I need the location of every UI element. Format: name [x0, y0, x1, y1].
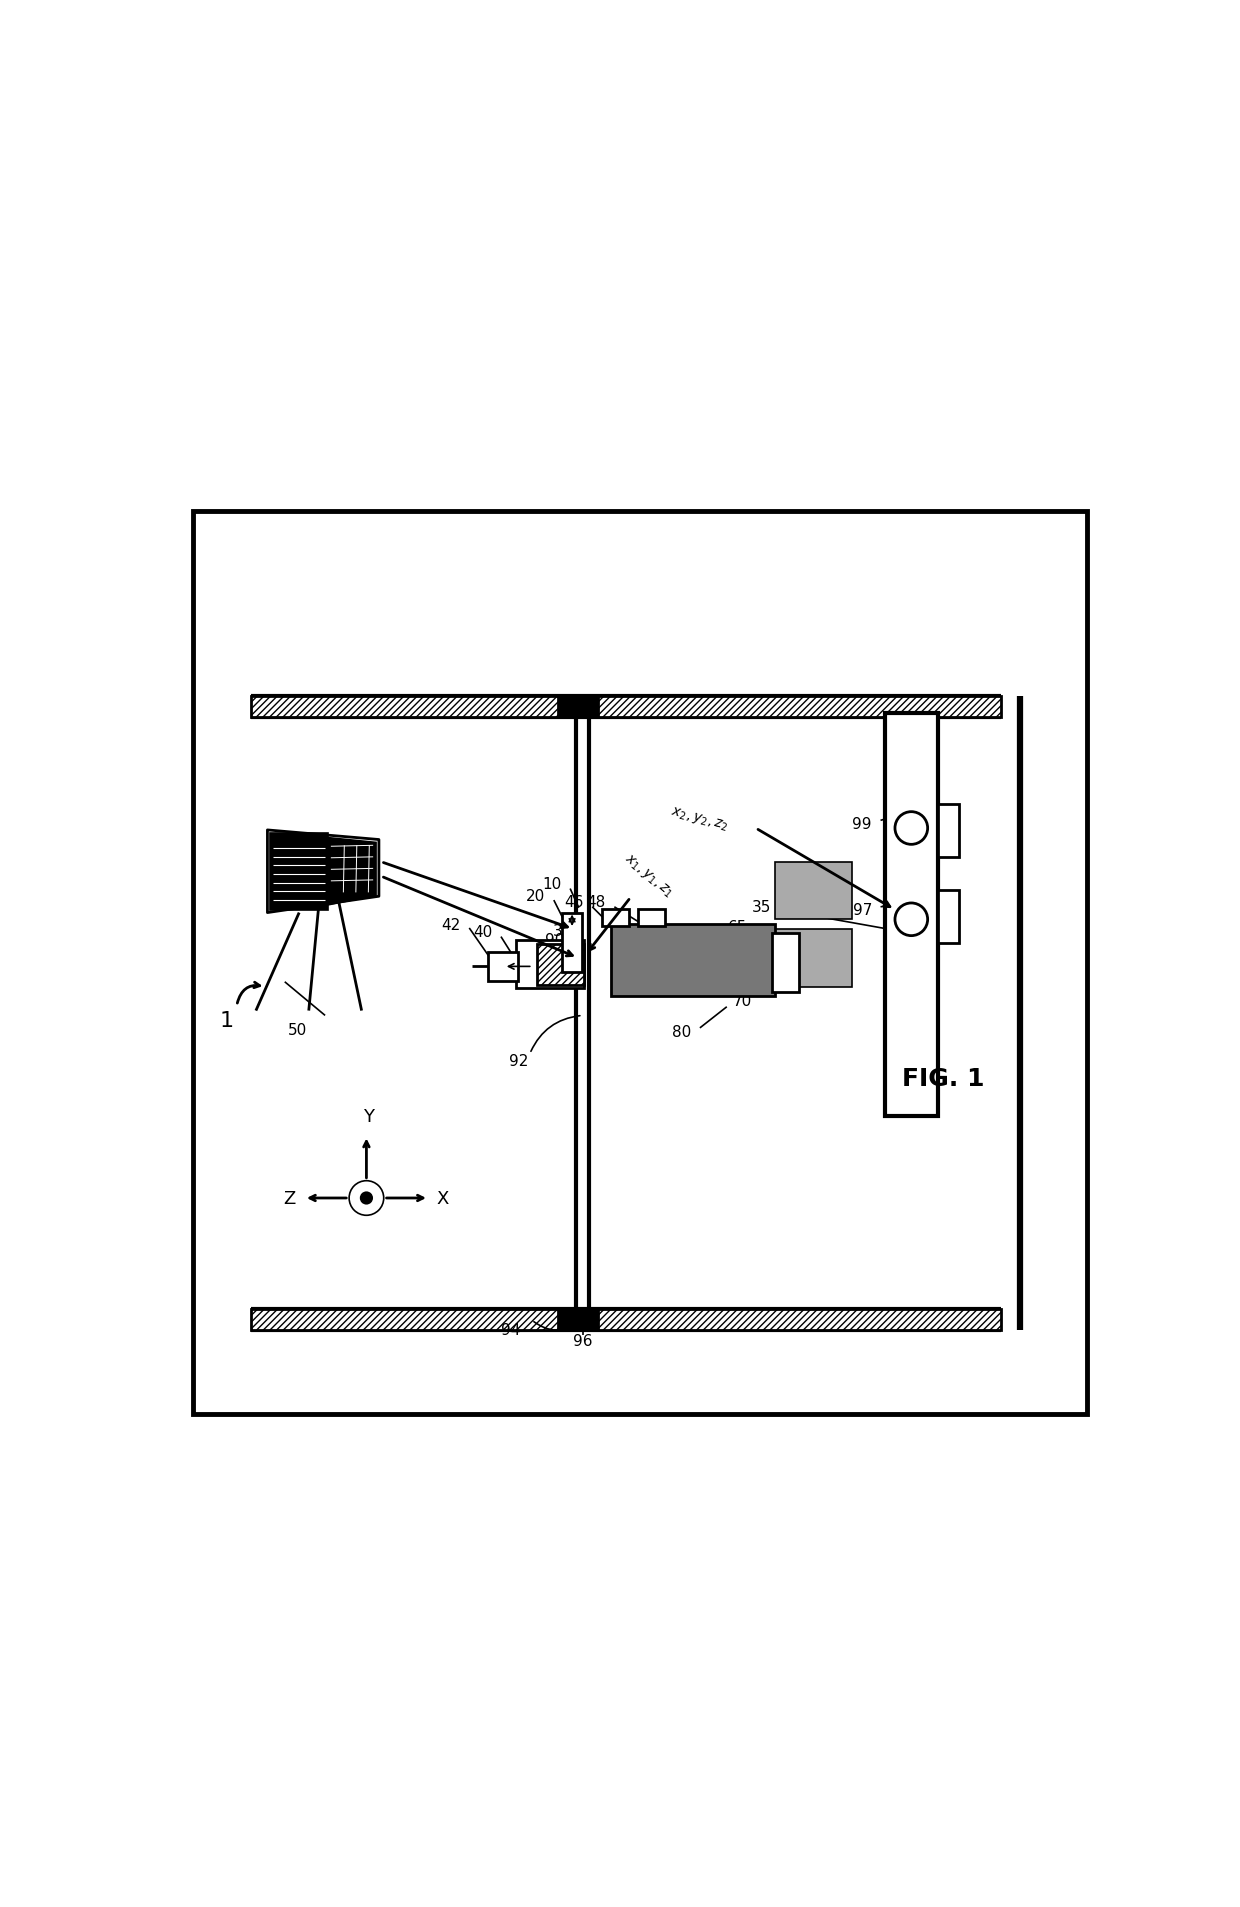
- Circle shape: [350, 1180, 383, 1215]
- Bar: [250, 1308, 1001, 1329]
- Bar: [537, 944, 584, 986]
- Text: 30: 30: [553, 923, 572, 938]
- Bar: [611, 925, 775, 997]
- Text: 40: 40: [474, 925, 492, 940]
- Bar: [516, 940, 584, 990]
- Bar: [885, 713, 939, 1118]
- Text: 35: 35: [751, 900, 771, 915]
- Circle shape: [895, 904, 928, 936]
- Text: 92: 92: [508, 1053, 528, 1068]
- Text: FIG. 1: FIG. 1: [901, 1066, 985, 1091]
- Text: 99: 99: [852, 816, 872, 831]
- Bar: [775, 929, 852, 988]
- Bar: [639, 910, 666, 927]
- Bar: [250, 696, 1001, 719]
- Bar: [558, 1308, 598, 1329]
- Text: 70: 70: [733, 994, 751, 1009]
- Bar: [775, 862, 852, 919]
- Text: 50: 50: [288, 1022, 306, 1037]
- Text: 10: 10: [542, 877, 562, 892]
- Text: 20: 20: [526, 889, 546, 904]
- Bar: [601, 910, 629, 927]
- Polygon shape: [270, 833, 327, 910]
- Bar: [939, 805, 960, 858]
- Bar: [773, 933, 799, 994]
- Circle shape: [895, 812, 928, 845]
- Text: X: X: [436, 1190, 449, 1207]
- Bar: [558, 696, 598, 719]
- Text: 46: 46: [564, 894, 584, 910]
- Circle shape: [361, 1192, 372, 1203]
- Text: Z: Z: [283, 1190, 295, 1207]
- Bar: [563, 913, 582, 973]
- Text: Y: Y: [363, 1108, 373, 1125]
- Text: 1: 1: [219, 1011, 234, 1030]
- Text: 97: 97: [853, 902, 872, 917]
- Text: $x_2,y_2,z_2$: $x_2,y_2,z_2$: [670, 803, 729, 833]
- Text: 80: 80: [672, 1024, 691, 1039]
- Text: 48: 48: [587, 894, 605, 910]
- Bar: [487, 952, 518, 982]
- Bar: [939, 891, 960, 944]
- Text: 42: 42: [441, 917, 460, 933]
- Text: 60: 60: [644, 927, 663, 942]
- Text: 90: 90: [546, 933, 564, 948]
- Text: 65: 65: [728, 919, 746, 934]
- Text: $x_1,y_1,z_1$: $x_1,y_1,z_1$: [621, 851, 676, 900]
- Text: 96: 96: [573, 1333, 593, 1348]
- Text: 94: 94: [501, 1322, 521, 1337]
- Polygon shape: [327, 839, 376, 906]
